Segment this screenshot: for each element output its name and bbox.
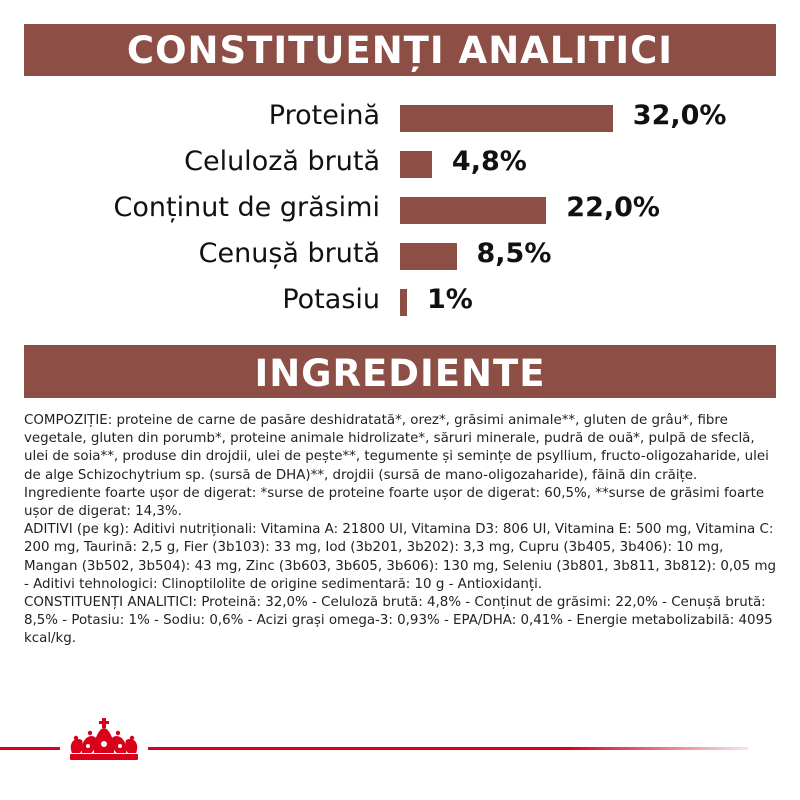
analitic-bar xyxy=(400,105,613,132)
analitic-label: Conținut de grăsimi xyxy=(113,192,380,223)
analitic-row: Conținut de grăsimi 22,0% xyxy=(0,188,800,228)
analitic-value: 1% xyxy=(427,284,473,315)
ingredients-text: COMPOZIȚIE: proteine de carne de pasăre … xyxy=(24,413,777,647)
footer-red-line-right xyxy=(148,747,748,750)
analitic-label: Potasiu xyxy=(282,284,380,315)
analitic-row: Proteină 32,0% xyxy=(0,96,800,136)
analitic-label: Cenușă brută xyxy=(198,238,380,269)
analitic-label: Proteină xyxy=(268,100,380,131)
analitic-row: Potasiu 1% xyxy=(0,280,800,320)
analitic-bar xyxy=(400,151,432,178)
crown-logo-icon xyxy=(70,718,138,760)
analitic-bar xyxy=(400,289,407,316)
analitic-row: Cenușă brută 8,5% xyxy=(0,234,800,274)
analitic-value: 22,0% xyxy=(566,192,660,223)
analitic-label: Celuloză brută xyxy=(184,146,380,177)
analitic-value: 32,0% xyxy=(632,100,727,131)
analitic-value: 4,8% xyxy=(451,146,527,177)
analitic-value: 8,5% xyxy=(476,238,552,269)
analitic-bar xyxy=(400,197,547,224)
footer-red-line-left xyxy=(0,747,60,750)
ingrediente-title-banner: INGREDIENTE xyxy=(24,345,776,398)
analitici-title-banner: CONSTITUENȚI ANALITICI xyxy=(24,24,776,76)
analitic-row: Celuloză brută 4,8% xyxy=(0,142,800,182)
analitic-bar xyxy=(400,243,457,270)
